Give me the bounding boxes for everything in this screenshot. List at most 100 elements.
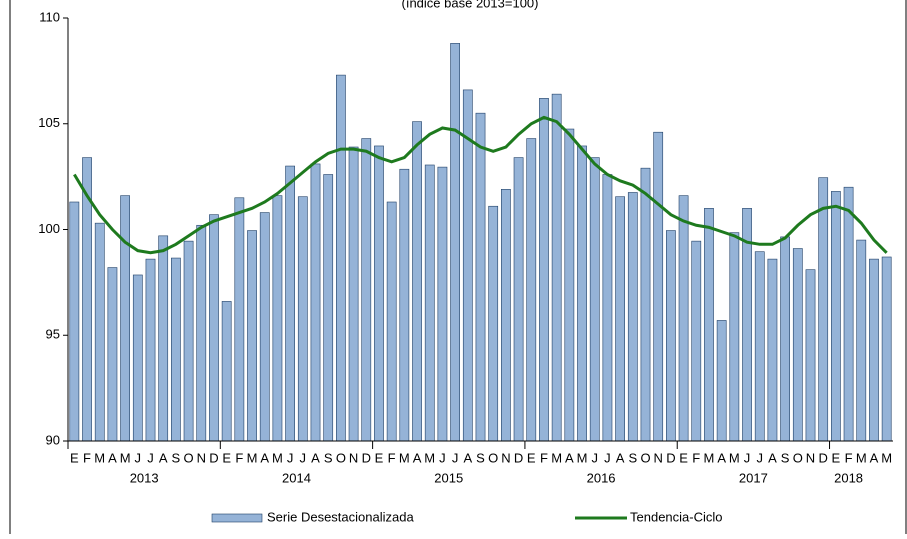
x-tick-label: N — [197, 450, 206, 465]
x-tick-label: S — [781, 450, 790, 465]
bar — [297, 196, 308, 442]
bar — [666, 230, 676, 442]
bar — [221, 301, 232, 442]
x-tick-label: N — [653, 450, 662, 465]
bar — [615, 196, 625, 442]
bar — [539, 98, 549, 442]
bar — [374, 145, 384, 442]
x-tick-label: O — [640, 450, 650, 465]
x-tick-label: J — [287, 450, 294, 465]
x-tick-label: J — [300, 450, 307, 465]
bar — [437, 166, 448, 442]
x-tick-label: M — [577, 450, 588, 465]
year-label: 2013 — [130, 470, 159, 485]
bar — [323, 174, 334, 442]
x-tick-label: S — [476, 450, 485, 465]
x-tick-label: M — [551, 450, 562, 465]
legend-label: Tendencia-Ciclo — [630, 509, 723, 524]
legend-label: Serie Desestacionalizada — [267, 509, 414, 524]
bar — [526, 138, 537, 442]
x-tick-label: M — [729, 450, 740, 465]
x-tick-label: O — [488, 450, 498, 465]
trend-line — [73, 115, 888, 255]
bar — [716, 320, 727, 442]
bar — [69, 201, 80, 442]
x-tick-label: N — [501, 450, 510, 465]
year-label: 2014 — [282, 470, 311, 485]
chart-subtitle: (índice base 2013=100) — [402, 0, 539, 10]
x-tick-label: A — [717, 450, 726, 465]
x-tick-label: M — [881, 450, 892, 465]
year-label: 2016 — [587, 470, 616, 485]
x-tick-label: F — [83, 450, 91, 465]
bar — [158, 235, 169, 442]
x-tick-label: A — [768, 450, 777, 465]
bar — [209, 214, 219, 442]
bar — [513, 157, 524, 442]
bar — [780, 236, 790, 442]
bar — [94, 222, 105, 442]
x-tick-label: A — [311, 450, 320, 465]
x-tick-label: A — [463, 450, 472, 465]
bar — [145, 258, 156, 442]
bar — [183, 240, 194, 442]
x-tick-label: J — [147, 450, 154, 465]
x-tick-label: F — [235, 450, 243, 465]
bar — [704, 208, 714, 442]
bar — [602, 174, 613, 442]
bar — [259, 212, 270, 442]
bar — [869, 258, 879, 442]
x-tick-label: N — [349, 450, 358, 465]
bar — [691, 240, 702, 442]
bar — [818, 177, 829, 442]
x-tick-label: A — [260, 450, 269, 465]
x-tick-label: D — [514, 450, 523, 465]
bar — [754, 251, 765, 442]
x-tick-label: M — [94, 450, 105, 465]
bar — [462, 89, 473, 442]
x-tick-label: N — [806, 450, 815, 465]
x-tick-label: A — [413, 450, 422, 465]
bar — [551, 93, 562, 442]
x-tick-label: M — [272, 450, 283, 465]
bar — [488, 205, 499, 442]
x-tick-label: E — [832, 450, 841, 465]
y-tick-label: 95 — [46, 327, 60, 342]
y-tick-label: 100 — [38, 221, 60, 236]
x-tick-label: M — [399, 450, 410, 465]
x-tick-label: J — [756, 450, 763, 465]
x-tick-label: M — [247, 450, 258, 465]
x-tick-label: A — [616, 450, 625, 465]
x-tick-label: A — [108, 450, 117, 465]
bar — [285, 165, 295, 442]
x-tick-label: D — [362, 450, 371, 465]
bar — [196, 224, 207, 442]
bar — [564, 128, 575, 442]
x-tick-label: F — [540, 450, 548, 465]
x-tick-label: S — [628, 450, 637, 465]
x-tick-label: S — [172, 450, 181, 465]
y-tick-label: 90 — [46, 432, 60, 447]
x-tick-label: M — [856, 450, 867, 465]
x-tick-label: E — [222, 450, 231, 465]
x-tick-label: J — [452, 450, 459, 465]
x-tick-label: E — [527, 450, 536, 465]
bar — [792, 248, 803, 442]
x-tick-label: J — [439, 450, 446, 465]
bar — [336, 74, 346, 442]
bar — [310, 163, 321, 442]
x-tick-label: E — [679, 450, 688, 465]
x-tick-label: J — [135, 450, 142, 465]
bar — [424, 164, 435, 442]
year-label: 2015 — [434, 470, 463, 485]
legend-swatch — [211, 513, 263, 523]
x-tick-label: F — [692, 450, 700, 465]
year-label: 2018 — [834, 470, 863, 485]
bar — [678, 195, 689, 442]
bar — [272, 195, 283, 442]
bar — [361, 138, 372, 442]
bar — [805, 269, 816, 442]
x-tick-label: M — [120, 450, 131, 465]
x-tick-label: A — [565, 450, 574, 465]
